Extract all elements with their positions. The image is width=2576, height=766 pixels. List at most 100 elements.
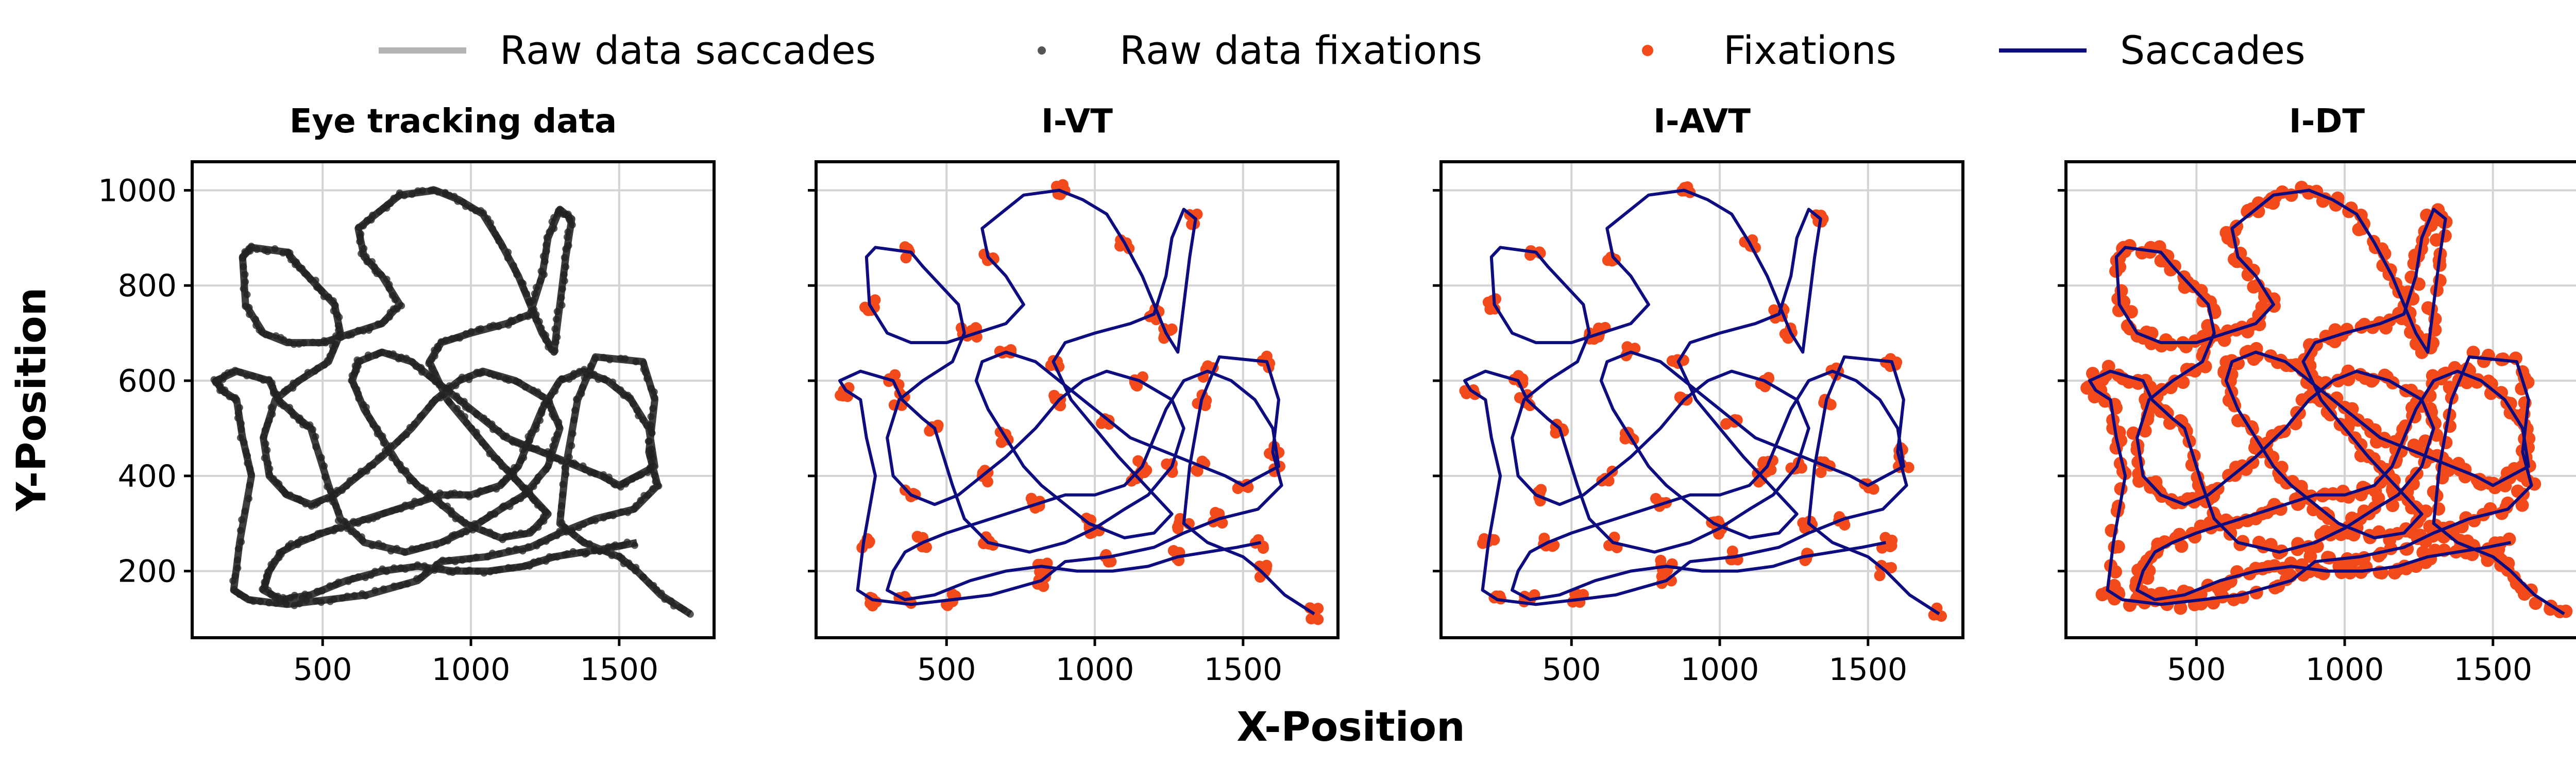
panel-eye-tracking-data-raw-fixation-point <box>558 519 566 526</box>
panel-eye-tracking-data-raw-fixation-point <box>530 306 538 314</box>
panel-eye-tracking-data-raw-fixation-point <box>542 537 550 545</box>
panel-eye-tracking-data-raw-fixation-point <box>473 368 481 376</box>
panel-eye-tracking-data-raw-fixation-point <box>620 391 628 399</box>
panel-eye-tracking-data-raw-fixation-point <box>572 396 580 403</box>
panel-eye-tracking-data-raw-fixation-point <box>349 518 357 525</box>
panel-i-vt-xtick-label-500: 500 <box>917 652 976 688</box>
panel-eye-tracking-data-raw-fixation-point <box>418 543 426 551</box>
panel-eye-tracking-data-raw-fixation-point <box>543 234 551 242</box>
panel-eye-tracking-data-raw-fixation-point <box>388 507 396 515</box>
panel-i-avt-fixation-point <box>1650 492 1662 504</box>
panel-eye-tracking-data-raw-fixation-point <box>362 574 369 582</box>
panel-eye-tracking-data-raw-fixation-point <box>480 209 487 217</box>
panel-i-vt: 500 1000 1500 I-VT <box>808 103 1340 688</box>
panel-i-avt-fixation-point <box>1885 562 1897 574</box>
panel-eye-tracking-data-raw-fixation-point <box>326 598 334 605</box>
panel-eye-tracking-data-raw-fixation-point <box>483 486 490 493</box>
panel-eye-tracking-data-raw-fixation-point <box>408 502 415 510</box>
panel-eye-tracking-data-raw-fixation-point <box>380 439 387 447</box>
panel-eye-tracking-data-raw-fixation-point <box>564 550 571 558</box>
panel-eye-tracking-data-raw-fixation-point <box>309 425 316 433</box>
panel-eye-tracking-data-raw-fixation-point <box>260 433 268 440</box>
panel-eye-tracking-data-raw-fixation-point <box>378 349 386 356</box>
panel-i-dt-fixation-point <box>2247 280 2261 294</box>
panel-eye-tracking-data-raw-fixation-point <box>326 582 334 590</box>
panel-eye-tracking-data-raw-fixation-point <box>448 335 456 343</box>
panel-eye-tracking-data-raw-fixation-point <box>300 373 308 381</box>
panel-eye-tracking-data-raw-fixation-point <box>403 580 411 588</box>
panel-eye-tracking-data-raw-fixation-point <box>631 541 638 549</box>
panel-i-dt: 500 1000 1500 I-DT <box>2058 103 2576 688</box>
panel-eye-tracking-data-raw-fixation-point <box>261 246 269 254</box>
panel-eye-tracking-data-raw-fixation-point <box>561 464 569 471</box>
panel-eye-tracking-data-raw-fixation-point <box>266 471 274 479</box>
panel-eye-tracking-data-raw-fixation-point <box>553 553 561 561</box>
panel-eye-tracking-data-raw-fixation-point <box>463 419 470 427</box>
panel-eye-tracking-data-raw-fixation-point <box>400 192 408 199</box>
panel-eye-tracking-data-raw-fixation-point <box>535 557 543 565</box>
panel-eye-tracking-data-raw-fixation-point <box>570 416 578 424</box>
panel-eye-tracking-data-raw-fixation-point <box>543 241 550 249</box>
panel-i-dt-xtick-label-500: 500 <box>2167 652 2226 688</box>
panel-eye-tracking-data-raw-fixation-point <box>272 600 280 607</box>
panel-eye-tracking-data-raw-fixation-point <box>423 542 431 550</box>
panel-eye-tracking-data-raw-fixation-point <box>638 471 646 479</box>
panel-eye-tracking-data-raw-fixation-point <box>230 586 238 593</box>
panel-eye-tracking-data-raw-fixation-point <box>686 610 694 618</box>
panel-eye-tracking-data-raw-fixation-point <box>606 356 614 364</box>
panel-eye-tracking-data-raw-fixation-point <box>568 442 575 450</box>
panel-eye-tracking-data-raw-fixation-point <box>390 582 398 590</box>
panel-eye-tracking-data-raw-fixation-point <box>265 417 273 424</box>
panel-eye-tracking-data-raw-fixation-point <box>591 354 599 362</box>
panel-eye-tracking-data-raw-fixation-point <box>247 471 255 479</box>
panel-eye-tracking-data-raw-fixation-point <box>432 492 440 500</box>
panel-i-vt-frame <box>815 160 1340 639</box>
panel-eye-tracking-data-raw-fixation-point <box>466 555 473 563</box>
panel-i-avt-fixation-point <box>1535 484 1547 496</box>
panel-eye-tracking-data-raw-fixation-point <box>453 566 461 574</box>
panel-i-dt-fixation-point <box>2164 337 2178 351</box>
panel-eye-tracking-data-raw-fixation-point <box>579 383 586 391</box>
panel-eye-tracking-data-raw-fixation-point <box>243 291 251 298</box>
panel-i-avt-fixation-point <box>1879 532 1891 543</box>
panel-i-avt-fixation-point <box>1874 570 1886 582</box>
panel-eye-tracking-data-raw-fixation-point <box>641 369 649 377</box>
panel-eye-tracking-data-raw-fixation-point <box>357 358 364 365</box>
panel-eye-tracking-data-raw-fixation-point <box>548 218 556 226</box>
panel-eye-tracking-data-raw-fixation-point <box>253 246 261 253</box>
panel-eye-tracking-data-raw-fixation-point <box>291 591 298 599</box>
panel-eye-tracking-data-raw-fixation-point <box>600 514 607 522</box>
panel-eye-tracking-data-raw-fixation-point <box>646 437 653 445</box>
panel-eye-tracking-data-raw-fixation-point <box>383 568 391 575</box>
panel-eye-tracking-data-raw-fixation-point <box>390 564 398 572</box>
panel-i-avt-fixation-point <box>1607 254 1619 266</box>
panel-eye-tracking-data-raw-fixation-point <box>314 530 321 537</box>
panel-eye-tracking-data-raw-fixation-point <box>419 186 427 194</box>
panel-eye-tracking-data-raw-fixation-point <box>312 433 319 440</box>
panel-eye-tracking-data-raw-fixation-point <box>437 565 445 572</box>
panel-eye-tracking-data-raw-fixation-point <box>244 459 251 467</box>
panel-i-vt-fixation-point <box>946 588 958 600</box>
panel-i-avt-fixation-point <box>1550 427 1562 439</box>
panel-eye-tracking-data-raw-fixation-point <box>504 248 512 256</box>
panel-eye-tracking-data-raw-fixation-point <box>446 399 453 406</box>
panel-eye-tracking-data-raw-fixation-point <box>257 598 264 605</box>
panel-i-avt-xtick-label-500: 500 <box>1542 652 1601 688</box>
panel-eye-tracking-data-raw-fixation-point <box>468 424 476 432</box>
panel-eye-tracking-data-raw-fixation-point <box>245 304 253 312</box>
panel-eye-tracking-data-raw-fixation-point <box>387 547 395 555</box>
panel-eye-tracking-data-raw-fixation-point <box>575 368 583 376</box>
panel-eye-tracking-data-raw-fixation-point <box>354 573 362 581</box>
legend-label-saccades: Saccades <box>2120 27 2306 73</box>
panel-i-avt-frame <box>1439 160 1964 639</box>
panel-eye-tracking-data-raw-fixation-point <box>474 326 482 333</box>
panel-eye-tracking-data-raw-fixation-point <box>612 384 620 391</box>
panel-eye-tracking-data-raw-fixation-point <box>267 403 275 411</box>
panel-eye-tracking-data-ytick-label-1000: 1000 <box>98 173 177 209</box>
panel-eye-tracking-data-raw-fixation-point <box>541 258 549 265</box>
panel-eye-tracking-data-raw-fixation-point <box>600 375 608 382</box>
panel-eye-tracking-data-raw-fixation-point <box>479 527 487 535</box>
panel-eye-tracking-data-raw-fixation-point <box>505 547 513 555</box>
panel-eye-tracking-data-raw-fixation-point <box>591 470 599 478</box>
panel-eye-tracking-data-raw-fixation-point <box>557 294 565 301</box>
